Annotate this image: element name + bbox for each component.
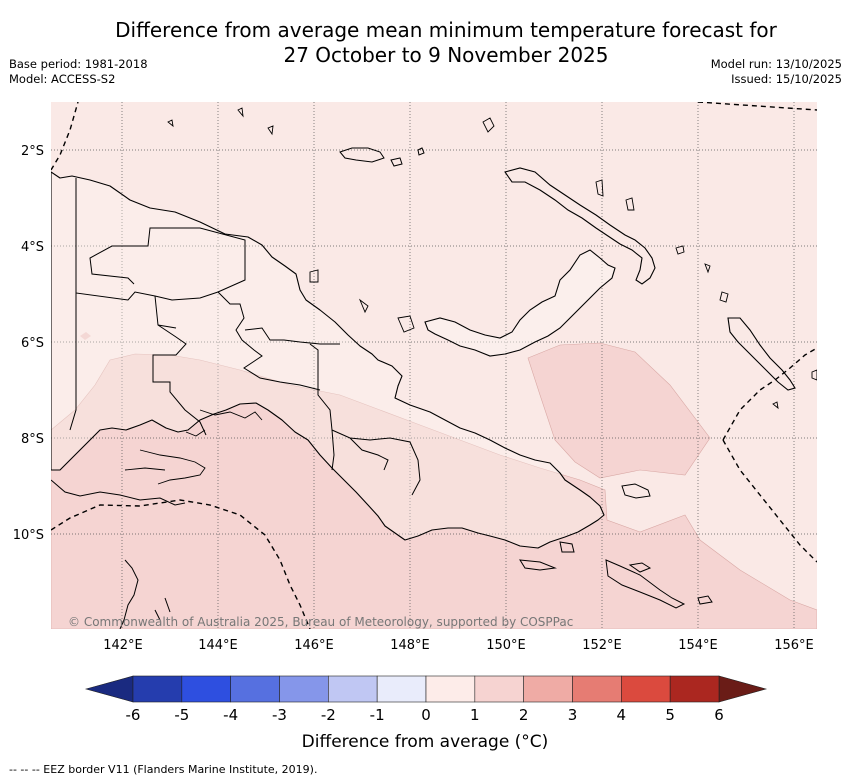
longitude-labels: 142°E 144°E 146°E 148°E 150°E 152°E 154°… [103, 638, 814, 653]
anomaly-1-2-east [527, 342, 711, 479]
colorbar-tick-label: -3 [272, 706, 287, 724]
colorbar: -6 -5 -4 -3 -2 -1 0 1 2 3 4 5 6 [84, 675, 768, 724]
islands-east [772, 369, 817, 410]
colorbar-segment [181, 675, 231, 703]
graticule [51, 102, 817, 629]
map-area: © Commonwealth of Australia 2025, Bureau… [51, 102, 817, 629]
footnote: -- -- -- EEZ border V11 (Flanders Marine… [9, 763, 318, 776]
manus-island [339, 147, 425, 167]
fly-river-delta [124, 409, 263, 485]
lat-label: 6°S [21, 336, 44, 351]
eez-border [51, 102, 817, 629]
lat-label: 10°S [13, 528, 44, 543]
colorbar-segment [621, 675, 671, 703]
colorbar-segment [523, 675, 573, 703]
new-guinea-mainland [51, 171, 605, 549]
chart-title: Difference from average mean minimum tem… [0, 18, 850, 68]
colorbar-tick-label: -5 [174, 706, 189, 724]
anomaly-1-2-region [51, 353, 817, 629]
lon-label: 150°E [486, 638, 526, 653]
colorbar-low-extend [84, 675, 134, 703]
colorbar-tick-label: 2 [519, 706, 529, 724]
lon-label: 146°E [294, 638, 334, 653]
colorbar-segment [279, 675, 329, 703]
base-period: Base period: 1981-2018 [9, 57, 148, 71]
lon-label: 144°E [198, 638, 238, 653]
model-name: Model: ACCESS-S2 [9, 72, 116, 86]
lon-label: 156°E [774, 638, 814, 653]
colorbar-segments [132, 675, 720, 703]
colorbar-tick-label: -2 [321, 706, 336, 724]
colorbar-tick-label: 4 [617, 706, 627, 724]
small-islands-north [482, 117, 729, 303]
bougainville-island [727, 317, 796, 391]
colorbar-segment [132, 675, 183, 703]
colorbar-label: Difference from average (°C) [301, 732, 549, 752]
title-line-1: Difference from average mean minimum tem… [115, 18, 777, 42]
meta-left: Base period: 1981-2018 Model: ACCESS-S2 [9, 57, 148, 87]
colorbar-ticks: -6 -5 -4 -3 -2 -1 0 1 2 3 4 5 6 [126, 706, 724, 724]
issued-date: Issued: 15/10/2025 [731, 72, 842, 86]
colorbar-tick-label: -1 [370, 706, 385, 724]
colorbar-segment [376, 675, 427, 703]
cape-york-coast [119, 559, 171, 629]
milne-bay-islands [519, 483, 713, 609]
lat-label: 2°S [21, 144, 44, 159]
lon-label: 148°E [390, 638, 430, 653]
anomaly-small-patch [80, 332, 91, 340]
new-britain-island [424, 249, 616, 357]
woodlark-island [628, 562, 652, 573]
colorbar-tick-label: 3 [568, 706, 578, 724]
colorbar-segment [669, 675, 720, 703]
colorbar-tick-label: 0 [421, 706, 431, 724]
lon-label: 142°E [103, 638, 143, 653]
colorbar-segment [230, 675, 280, 703]
colorbar-tick-label: 6 [714, 706, 724, 724]
colorbar-tick-label: -4 [223, 706, 238, 724]
new-ireland-island [504, 167, 656, 285]
lon-label: 152°E [582, 638, 622, 653]
colorbar-tick-label: 5 [665, 706, 675, 724]
lat-label: 8°S [21, 432, 44, 447]
southern-coast [51, 479, 186, 506]
model-run: Model run: 13/10/2025 [710, 57, 842, 71]
colorbar-high-extend [718, 675, 768, 703]
lon-label: 154°E [678, 638, 718, 653]
lat-label: 4°S [21, 240, 44, 255]
colorbar-segment [474, 675, 524, 703]
colorbar-tick-label: -6 [126, 706, 141, 724]
title-line-2: 27 October to 9 November 2025 [283, 43, 609, 67]
colorbar-segment [328, 675, 378, 703]
meta-right: Model run: 13/10/2025 Issued: 15/10/2025 [711, 57, 842, 87]
colorbar-segment [425, 675, 476, 703]
latitude-labels: 2°S 4°S 6°S 8°S 10°S [13, 144, 44, 543]
colorbar-segment [572, 675, 622, 703]
small-islands-west [167, 107, 415, 333]
colorbar-tick-label: 1 [470, 706, 480, 724]
province-boundaries [69, 178, 421, 496]
copyright-notice: © Commonwealth of Australia 2025, Bureau… [68, 615, 573, 629]
